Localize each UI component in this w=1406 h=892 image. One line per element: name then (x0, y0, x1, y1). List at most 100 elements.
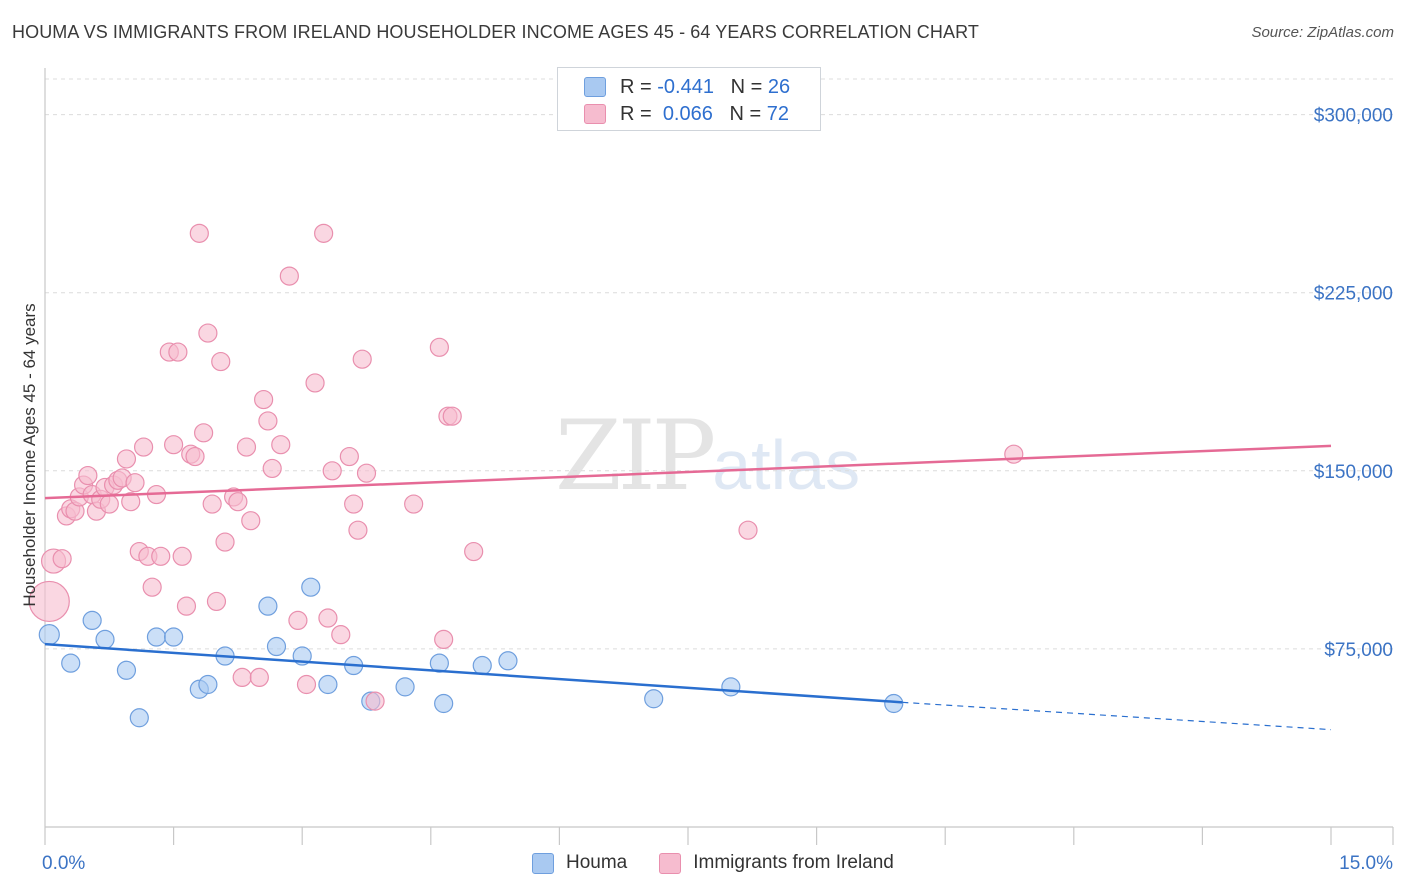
houma-swatch (584, 77, 606, 97)
ireland-point (271, 435, 291, 455)
ireland-point (52, 549, 72, 569)
series-legend: Houma Immigrants from Ireland (532, 852, 894, 874)
houma-point (82, 610, 102, 631)
n-value: 72 (766, 102, 790, 125)
ireland-point (78, 465, 98, 486)
y-axis-label: Householder Income Ages 45 - 64 years (20, 303, 39, 607)
y-tick-label: $75,000 (1324, 640, 1393, 661)
ireland-point (151, 546, 171, 566)
ireland-point (202, 494, 222, 514)
ireland-point (254, 389, 274, 410)
ireland-point (442, 406, 462, 426)
ireland-legend-label: Immigrants from Ireland (693, 852, 894, 873)
ireland-point (164, 435, 184, 455)
ireland-point (339, 446, 359, 467)
ireland-point (176, 596, 197, 616)
houma-point (434, 693, 454, 714)
r-value: -0.441 (657, 75, 714, 98)
ireland-point (429, 337, 449, 357)
stats-legend: R = -0.441 N = 26 R = 0.066 N = 72 (557, 67, 821, 131)
n-label: N = (729, 102, 762, 125)
y-tick-label: $300,000 (1314, 106, 1393, 127)
ireland-point (206, 591, 227, 612)
ireland-point (116, 449, 137, 469)
ireland-point (125, 473, 145, 493)
r-label: R = (620, 102, 652, 125)
ireland-point (194, 423, 214, 443)
houma-point (198, 674, 218, 695)
ireland-point (356, 463, 377, 483)
n-label: N = (730, 75, 763, 98)
ireland-point (344, 494, 364, 514)
ireland-point (211, 351, 231, 372)
ireland-point (262, 458, 282, 479)
ireland-point (236, 437, 257, 457)
x-tick-label: 0.0% (42, 853, 85, 874)
ireland-point (314, 223, 334, 243)
source-note: Source: ZipAtlas.com (1251, 24, 1394, 41)
houma-point (721, 677, 741, 697)
y-tick-label: $225,000 (1314, 284, 1393, 305)
chart-title: HOUMA VS IMMIGRANTS FROM IRELAND HOUSEHO… (12, 22, 979, 42)
ireland-point (348, 520, 368, 540)
x-tick-label: 15.0% (1339, 853, 1393, 874)
houma-point (38, 624, 60, 646)
ireland-point (228, 492, 248, 512)
watermark-zip: ZIP (555, 400, 716, 512)
houma-point (116, 660, 137, 680)
ireland-point (172, 546, 192, 566)
ireland-point (279, 266, 299, 286)
houma-point (146, 627, 167, 647)
ireland-point (288, 610, 308, 631)
ireland-point (305, 373, 325, 393)
houma-point (644, 689, 664, 709)
houma-point (301, 577, 321, 597)
ireland-point (133, 437, 154, 457)
r-value: 0.066 (662, 102, 713, 125)
houma-legend-swatch (532, 852, 554, 874)
houma-point (498, 651, 518, 671)
ireland-point (185, 446, 205, 467)
houma-point (472, 655, 492, 676)
houma-point (129, 708, 149, 728)
ireland-point (464, 541, 484, 562)
houma-point (884, 693, 904, 714)
ireland-point (258, 411, 278, 431)
houma-point (61, 653, 81, 673)
houma-point (258, 596, 278, 616)
y-tick-label: $150,000 (1314, 462, 1393, 483)
ireland-point (142, 577, 162, 597)
ireland-swatch (584, 104, 606, 124)
ireland-point (215, 532, 235, 552)
houma-trendline-extension (902, 701, 1332, 731)
ireland-point (249, 667, 269, 688)
ireland-point (28, 580, 70, 623)
ireland-point (352, 349, 372, 369)
ireland-point (241, 511, 261, 531)
ireland-point (404, 494, 424, 514)
ireland-point (189, 223, 209, 243)
ireland-point (1004, 444, 1024, 464)
houma-legend-label: Houma (566, 852, 628, 873)
ireland-point (232, 667, 252, 688)
ireland-point (365, 691, 385, 711)
houma-trendline (44, 642, 903, 704)
ireland-point (121, 492, 141, 512)
r-label: R = (620, 75, 652, 98)
ireland-point (322, 461, 342, 481)
houma-point (164, 627, 184, 647)
ireland-point (198, 323, 218, 343)
ireland-point (168, 342, 188, 362)
legend-row-houma: R = -0.441 N = 26 (584, 75, 790, 99)
ireland-legend-swatch (659, 852, 682, 874)
ireland-point (99, 494, 119, 514)
ireland-point (738, 520, 758, 540)
n-value: 26 (767, 75, 791, 98)
ireland-trendline (44, 444, 1332, 500)
houma-point (95, 629, 115, 650)
ireland-point (296, 674, 317, 695)
ireland-point (331, 625, 351, 645)
ireland-point (318, 608, 338, 628)
houma-point (266, 636, 287, 657)
houma-point (318, 674, 338, 695)
